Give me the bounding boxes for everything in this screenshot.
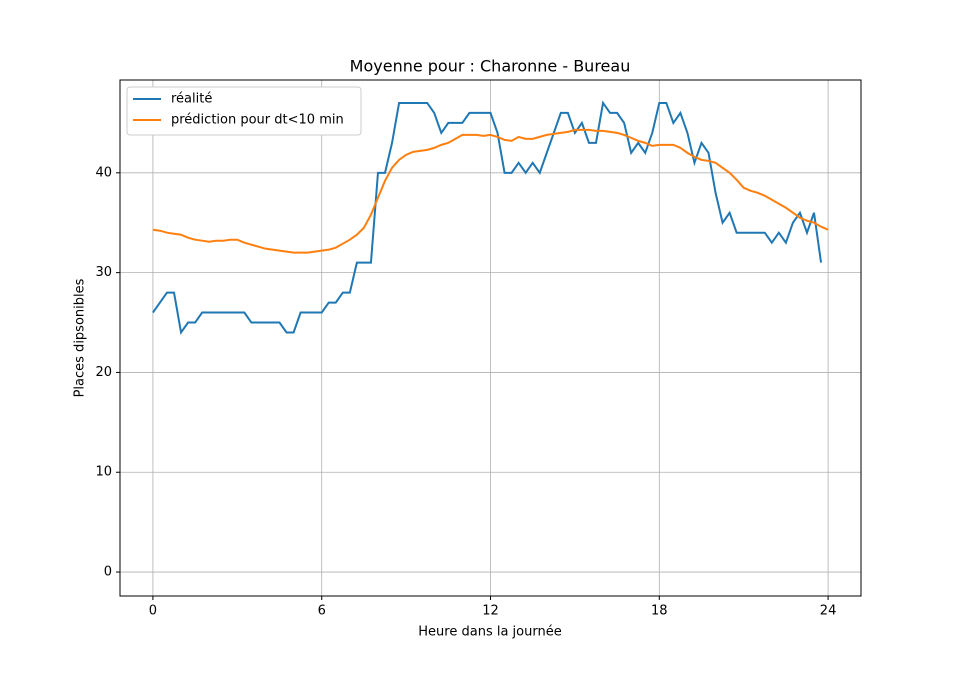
x-tick-label: 6 <box>318 604 326 619</box>
legend-label: prédiction pour dt<10 min <box>171 113 344 128</box>
series-line <box>152 128 829 254</box>
x-tick-label: 12 <box>482 604 499 619</box>
y-tick-label: 30 <box>95 265 112 280</box>
x-tick-label: 24 <box>820 604 837 619</box>
chart-title: Moyenne pour : Charonne - Bureau <box>350 57 631 76</box>
y-tick-label: 0 <box>104 565 112 580</box>
x-axis-label: Heure dans la journée <box>418 625 561 640</box>
x-tick-label: 0 <box>149 604 157 619</box>
y-tick-label: 40 <box>95 165 112 180</box>
y-tick-label: 20 <box>95 365 112 380</box>
y-axis-label: Places dipsonibles <box>73 278 88 397</box>
x-tick-label: 18 <box>651 604 668 619</box>
plot-frame <box>119 79 862 597</box>
y-tick-label: 10 <box>95 465 112 480</box>
legend-label: réalité <box>171 92 212 107</box>
series-line <box>152 100 823 336</box>
legend-box <box>126 86 362 136</box>
